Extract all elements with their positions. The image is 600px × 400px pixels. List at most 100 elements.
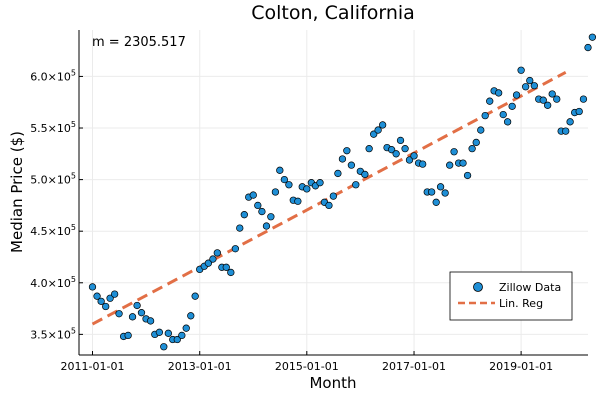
data-point <box>329 192 338 200</box>
x-ticks: 2011-01-01 2013-01-01 2015-01-01 2017-01-01… <box>61 351 553 373</box>
x-axis-label: Month <box>309 374 356 392</box>
y-tick-label: 6.0×105 <box>30 68 76 83</box>
data-point <box>517 66 525 74</box>
y-tick-label: 5.0×105 <box>30 172 76 187</box>
data-point <box>410 152 418 160</box>
data-point <box>374 126 382 134</box>
chart-title: Colton, California <box>251 2 415 24</box>
data-point <box>294 197 302 205</box>
data-point <box>352 181 360 189</box>
grid <box>79 30 588 355</box>
data-point <box>231 245 240 253</box>
axes <box>78 30 588 356</box>
data-point <box>267 213 275 221</box>
data-point <box>182 324 190 332</box>
data-point <box>343 147 351 155</box>
data-point <box>258 207 266 216</box>
data-point <box>155 328 164 336</box>
data-point <box>173 335 181 344</box>
y-tick-label: 4.5×105 <box>30 223 76 238</box>
data-point <box>285 181 293 189</box>
data-point <box>347 161 356 169</box>
data-point <box>405 156 414 164</box>
y-tick-label: 5.5×105 <box>30 120 76 135</box>
data-point <box>584 43 592 52</box>
y-ticks: 3.5×105 4.0×105 4.5×105 5.0×105 5.5×105 6.0×1… <box>30 68 83 341</box>
data-point <box>486 97 494 105</box>
data-point <box>276 166 284 174</box>
data-point <box>588 33 597 41</box>
x-tick-label: 2013-01-01 <box>168 360 232 373</box>
data-point <box>236 224 244 232</box>
data-point <box>115 310 123 318</box>
data-point <box>97 297 105 305</box>
data-point <box>365 145 373 153</box>
data-point <box>204 259 213 267</box>
data-point <box>522 83 530 91</box>
data-point <box>338 155 347 163</box>
data-point <box>419 160 427 168</box>
data-point <box>481 111 489 120</box>
y-tick-label: 4.0×105 <box>30 275 76 290</box>
y-axis-label: Median Price ($) <box>8 131 26 253</box>
data-point <box>499 110 507 119</box>
data-point <box>187 312 195 320</box>
data-point <box>128 313 137 321</box>
data-point <box>102 302 110 311</box>
data-point <box>213 249 221 257</box>
data-point <box>110 290 119 298</box>
data-point <box>539 96 547 104</box>
data-point <box>468 145 476 153</box>
data-point <box>164 329 172 337</box>
data-point <box>562 127 570 135</box>
data-point <box>178 331 186 340</box>
data-point <box>370 130 378 138</box>
data-point <box>240 211 248 219</box>
data-point <box>262 222 271 230</box>
data-point <box>280 175 289 184</box>
data-point <box>579 95 588 103</box>
scatter-series <box>88 33 597 351</box>
data-point <box>137 309 146 317</box>
data-point <box>436 183 445 191</box>
data-point <box>459 159 467 167</box>
data-point <box>334 169 342 178</box>
data-point <box>222 263 230 271</box>
data-point <box>93 292 101 300</box>
data-point <box>146 317 155 325</box>
data-point <box>392 150 400 158</box>
data-point <box>106 294 114 302</box>
data-point <box>227 268 235 277</box>
data-point <box>553 95 561 103</box>
data-point <box>477 126 485 134</box>
legend-box <box>449 271 573 321</box>
data-point <box>191 292 199 300</box>
data-point <box>124 331 132 340</box>
slope-annotation: m = 2305.517 <box>92 35 186 50</box>
x-tick-label: 2019-01-01 <box>489 360 553 373</box>
data-point <box>303 185 311 193</box>
data-point <box>361 170 369 179</box>
x-tick-label: 2011-01-01 <box>61 360 125 373</box>
data-point <box>450 148 458 156</box>
data-point <box>544 101 552 109</box>
data-point <box>526 76 534 85</box>
y-tick-label: 3.5×105 <box>30 326 76 341</box>
data-point <box>325 201 333 210</box>
data-point <box>88 283 97 291</box>
data-point <box>401 145 409 153</box>
data-point <box>503 118 512 126</box>
data-point <box>495 89 503 97</box>
x-tick-label: 2017-01-01 <box>382 360 446 373</box>
data-point <box>271 188 280 196</box>
legend-label-linreg: Lin. Reg <box>499 297 543 310</box>
data-point <box>378 121 387 129</box>
data-point <box>396 136 405 145</box>
data-point <box>441 189 449 197</box>
data-point <box>209 255 217 263</box>
data-point <box>133 301 141 310</box>
legend-label-zillow: Zillow Data <box>499 281 561 294</box>
data-point <box>508 102 516 110</box>
data-point <box>316 179 324 187</box>
